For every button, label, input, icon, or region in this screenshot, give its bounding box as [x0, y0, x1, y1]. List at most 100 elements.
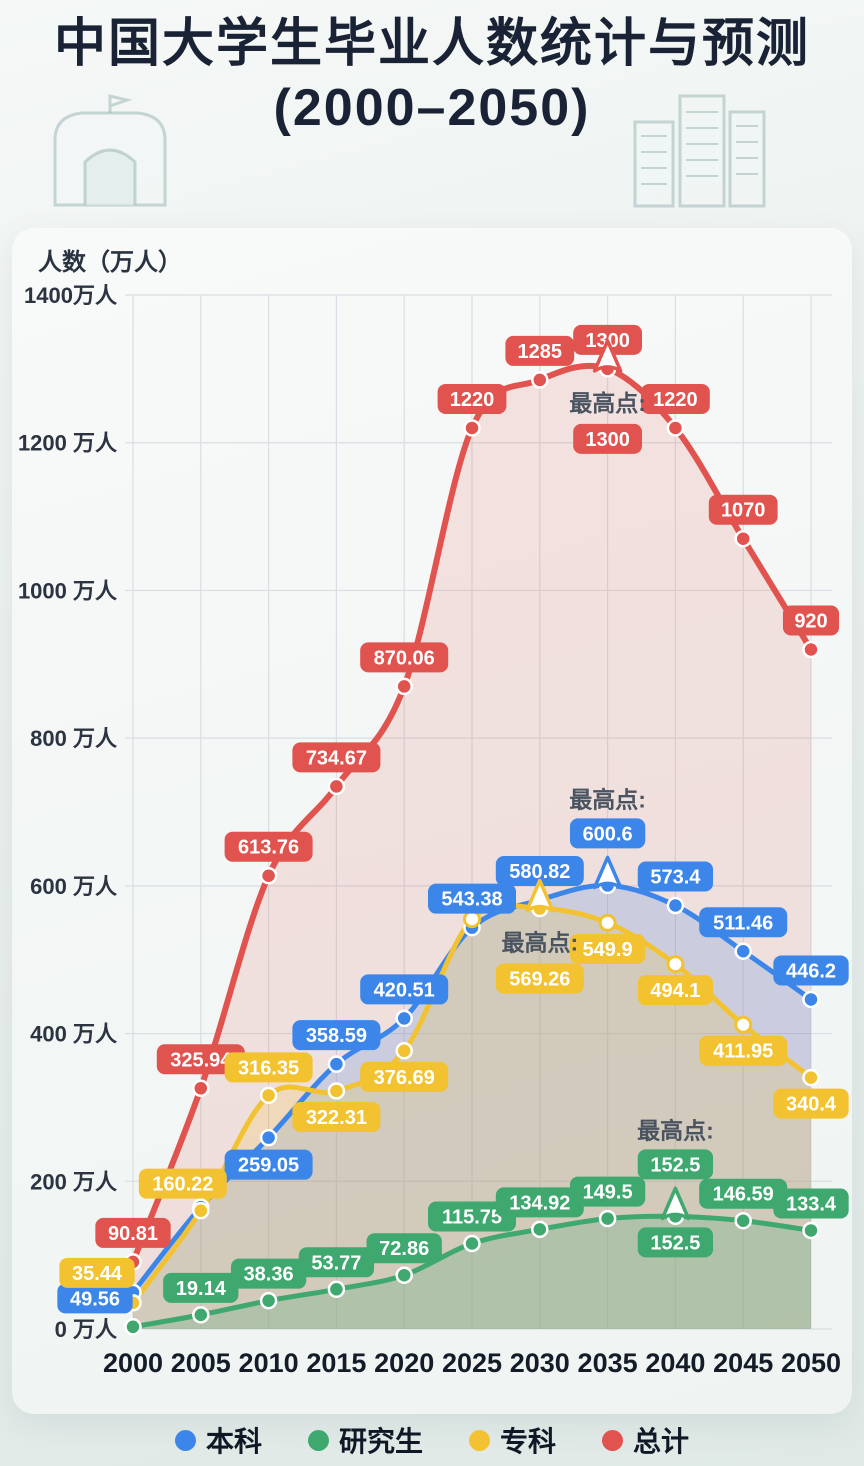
svg-text:549.9: 549.9: [583, 939, 633, 961]
svg-text:376.69: 376.69: [374, 1067, 435, 1089]
legend-item-3: 总计: [602, 1420, 689, 1460]
svg-text:115.75: 115.75: [442, 1207, 502, 1229]
svg-text:600.6: 600.6: [583, 823, 633, 845]
svg-text:38.36: 38.36: [244, 1264, 294, 1286]
svg-text:2010: 2010: [239, 1348, 299, 1378]
svg-text:2015: 2015: [306, 1348, 366, 1378]
svg-text:511.46: 511.46: [713, 912, 773, 934]
skyscrapers-icon: [633, 94, 766, 208]
svg-text:420.51: 420.51: [374, 979, 435, 1001]
svg-text:1400万人: 1400万人: [24, 283, 117, 308]
svg-text:2050: 2050: [781, 1348, 841, 1378]
legend-item-0: 本科: [174, 1420, 262, 1460]
svg-text:920: 920: [794, 611, 827, 633]
legend: 本科 研究生 专科 总计: [0, 1420, 864, 1460]
series-labels-undergraduate: 49.56 259.05 358.59 420.51 543.38 580.82 573.4…: [57, 856, 849, 1314]
svg-text:最高点:: 最高点:: [569, 786, 646, 812]
svg-text:最高点:: 最高点:: [637, 1117, 714, 1143]
svg-text:200 万人: 200 万人: [30, 1169, 117, 1194]
svg-text:613.76: 613.76: [238, 837, 299, 859]
svg-text:1200 万人: 1200 万人: [18, 431, 117, 456]
series-labels-associate: 35.44 160.22 316.35 322.31 376.69 549.9 494.1 4…: [59, 933, 849, 1288]
svg-text:1070: 1070: [721, 500, 766, 522]
legend-swatch: [602, 1429, 624, 1451]
svg-text:133.4: 133.4: [786, 1193, 837, 1215]
legend-label: 研究生: [338, 1426, 423, 1457]
svg-text:358.59: 358.59: [306, 1025, 367, 1047]
series-area-associate: [133, 904, 811, 1329]
svg-text:2005: 2005: [171, 1348, 231, 1378]
svg-text:90.81: 90.81: [108, 1223, 158, 1245]
svg-text:1000 万人: 1000 万人: [18, 578, 117, 603]
y-axis-labels: 0 万人 200 万人 400 万人 600 万人 800 万人 1000 万人 1200 …: [18, 283, 117, 1342]
x-axis-labels: 2000 2005 2010 2015 2020 2025 2030 2035 2040 2045…: [103, 1348, 841, 1378]
svg-text:580.82: 580.82: [509, 861, 570, 883]
svg-text:149.5: 149.5: [583, 1182, 633, 1204]
svg-text:543.38: 543.38: [441, 889, 502, 911]
svg-text:1300: 1300: [585, 429, 630, 451]
svg-text:53.77: 53.77: [311, 1252, 361, 1274]
svg-text:49.56: 49.56: [70, 1288, 120, 1310]
svg-text:734.67: 734.67: [306, 747, 367, 769]
series-labels-total: 90.81 325.94 613.76 734.67 870.06 1220 1285 130…: [95, 324, 840, 1248]
svg-text:160.22: 160.22: [152, 1174, 213, 1196]
series-line-total: [130, 362, 814, 1265]
svg-text:573.4: 573.4: [650, 867, 701, 889]
svg-text:322.31: 322.31: [306, 1107, 367, 1129]
svg-text:134.92: 134.92: [509, 1192, 570, 1214]
svg-text:2020: 2020: [374, 1348, 434, 1378]
svg-text:2030: 2030: [510, 1348, 570, 1378]
svg-text:最高点:: 最高点:: [501, 930, 578, 956]
svg-text:72.86: 72.86: [379, 1238, 429, 1260]
svg-text:0 万人: 0 万人: [55, 1317, 117, 1342]
svg-text:2000: 2000: [103, 1348, 163, 1378]
svg-text:最高点:: 最高点:: [569, 390, 646, 416]
y-axis-title: 人数（万人）: [38, 249, 182, 276]
svg-text:446.2: 446.2: [786, 960, 836, 982]
svg-text:146.59: 146.59: [713, 1184, 774, 1206]
svg-text:152.5: 152.5: [650, 1154, 700, 1176]
peak-annotation-graduate: 最高点: 152.5: [637, 1117, 714, 1221]
svg-text:325.94: 325.94: [170, 1049, 232, 1071]
legend-swatch: [307, 1429, 329, 1451]
legend-swatch: [174, 1429, 196, 1451]
peak-annotation-associate: 最高点: 569.26: [495, 878, 584, 994]
svg-text:19.14: 19.14: [176, 1278, 227, 1300]
svg-text:2025: 2025: [442, 1348, 502, 1378]
page-title: 中国大学生毕业人数统计与预测 (2000–2050): [0, 14, 864, 138]
svg-text:316.35: 316.35: [238, 1057, 299, 1079]
svg-text:600 万人: 600 万人: [30, 874, 117, 899]
series-labels-graduate: 19.14 38.36 53.77 72.86 115.75 134.92 149.5 152…: [163, 1176, 849, 1303]
svg-text:2035: 2035: [578, 1348, 638, 1378]
svg-text:400 万人: 400 万人: [30, 1022, 117, 1047]
legend-label: 本科: [205, 1426, 262, 1457]
peak-annotation-undergraduate: 最高点: 600.6: [569, 786, 646, 890]
svg-text:411.95: 411.95: [713, 1041, 773, 1063]
svg-text:870.06: 870.06: [374, 647, 435, 669]
legend-item-1: 研究生: [307, 1420, 423, 1460]
title-line-1: 中国大学生毕业人数统计与预测: [53, 15, 810, 73]
svg-text:2040: 2040: [645, 1348, 705, 1378]
svg-text:1220: 1220: [653, 389, 698, 411]
svg-text:152.5: 152.5: [650, 1232, 700, 1254]
svg-text:494.1: 494.1: [650, 980, 700, 1002]
svg-text:259.05: 259.05: [238, 1155, 299, 1177]
svg-text:569.26: 569.26: [509, 969, 570, 991]
series-points-undergraduate: [124, 876, 820, 1302]
svg-text:800 万人: 800 万人: [30, 726, 117, 751]
legend-label: 总计: [633, 1426, 690, 1457]
svg-text:340.4: 340.4: [786, 1094, 837, 1116]
svg-text:35.44: 35.44: [72, 1263, 123, 1285]
legend-item-2: 专科: [469, 1420, 556, 1460]
svg-text:1285: 1285: [518, 341, 563, 363]
svg-text:1220: 1220: [450, 389, 495, 411]
legend-swatch: [469, 1429, 490, 1451]
title-line-2: (2000–2050): [273, 79, 591, 137]
svg-text:2045: 2045: [713, 1348, 773, 1378]
peak-annotation-total: 最高点: 1300: [569, 339, 646, 454]
legend-label: 专科: [500, 1426, 557, 1457]
gate-building-icon: [53, 94, 167, 207]
